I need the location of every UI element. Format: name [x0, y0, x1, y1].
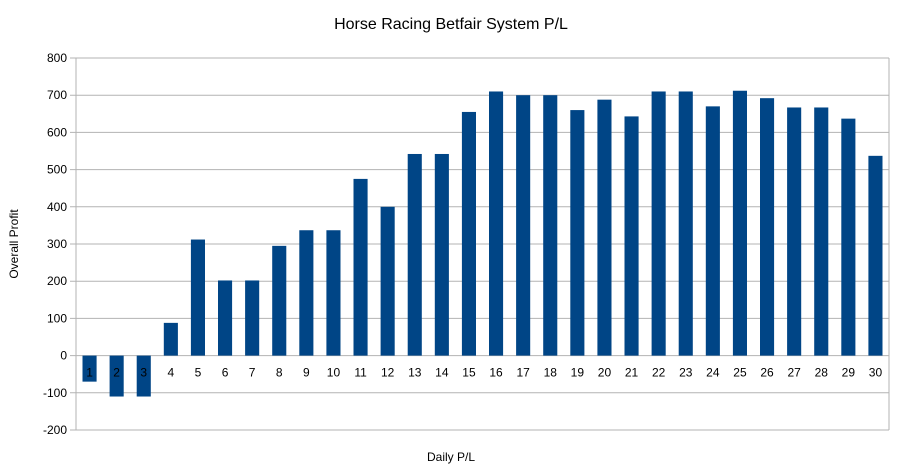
bar-24	[705, 106, 720, 356]
x-tick-label: 18	[544, 366, 558, 380]
bar-17	[516, 95, 531, 356]
bar-14	[434, 153, 449, 356]
bar-8	[272, 245, 287, 356]
bar-3	[136, 355, 151, 397]
bars	[82, 90, 883, 397]
x-tick-label: 7	[249, 366, 256, 380]
y-tick-label: 0	[60, 349, 67, 363]
y-tick-label: -200	[43, 423, 67, 437]
y-tick-label: 800	[47, 51, 67, 65]
chart-title: Horse Racing Betfair System P/L	[334, 16, 568, 33]
x-tick-label: 17	[516, 366, 530, 380]
x-tick-label: 4	[168, 366, 175, 380]
x-tick-label: 24	[706, 366, 720, 380]
x-tick-label: 1	[86, 366, 93, 380]
bar-15	[461, 111, 476, 356]
y-tick-label: 600	[47, 125, 67, 139]
y-tick-label: -100	[43, 386, 67, 400]
x-tick-label: 14	[435, 366, 449, 380]
bar-26	[760, 98, 775, 356]
bar-22	[651, 91, 666, 356]
y-tick-label: 100	[47, 311, 67, 325]
bar-29	[841, 118, 856, 356]
x-tick-label: 29	[842, 366, 856, 380]
bar-20	[597, 99, 612, 356]
x-tick-label: 15	[462, 366, 476, 380]
x-tick-label: 21	[625, 366, 639, 380]
bar-21	[624, 116, 639, 356]
y-tick-label: 400	[47, 200, 67, 214]
bar-7	[245, 280, 260, 356]
x-tick-label: 10	[327, 366, 341, 380]
bar-16	[489, 91, 504, 356]
bar-11	[353, 178, 368, 356]
x-tick-label: 3	[140, 366, 147, 380]
x-axis-label: Daily P/L	[426, 450, 476, 464]
x-tick-label: 27	[787, 366, 801, 380]
y-tick-label: 200	[47, 274, 67, 288]
x-tick-label: 9	[303, 366, 310, 380]
y-tick-label: 500	[47, 163, 67, 177]
x-tick-label: 12	[381, 366, 395, 380]
bar-23	[678, 91, 693, 356]
bar-30	[868, 155, 883, 356]
x-tick-label: 30	[869, 366, 883, 380]
bar-2	[109, 355, 124, 397]
bar-5	[190, 239, 205, 356]
bar-4	[163, 322, 178, 356]
x-tick-label: 16	[489, 366, 503, 380]
x-tick-label: 6	[222, 366, 229, 380]
bar-13	[407, 153, 422, 356]
bar-9	[299, 230, 314, 356]
x-tick-label: 23	[679, 366, 693, 380]
x-tick-label: 20	[598, 366, 612, 380]
bar-12	[380, 206, 395, 356]
x-tick-label: 28	[815, 366, 829, 380]
x-tick-label: 8	[276, 366, 283, 380]
bar-10	[326, 230, 341, 356]
bar-28	[814, 107, 829, 356]
bar-19	[570, 110, 585, 356]
x-tick-label: 5	[195, 366, 202, 380]
bar-27	[787, 107, 802, 356]
x-tick-label: 22	[652, 366, 666, 380]
x-tick-label: 19	[571, 366, 585, 380]
y-tick-labels: 800 700 600 500 400 300 200 100 0 -100 -200	[43, 51, 67, 437]
bar-1	[82, 355, 97, 382]
x-tick-label: 2	[113, 366, 120, 380]
x-tick-label: 25	[733, 366, 747, 380]
bar-6	[218, 280, 233, 356]
x-tick-label: 13	[408, 366, 422, 380]
gridlines	[70, 57, 890, 431]
y-tick-label: 700	[47, 88, 67, 102]
x-tick-label: 11	[354, 366, 367, 380]
bar-25	[732, 90, 747, 356]
y-tick-label: 300	[47, 237, 67, 251]
x-tick-labels: 1 2 3 4 5 6 7 8 9 10 11 12 13 14 15 16 17 18 19 20 21 22 23 24 2…	[86, 366, 882, 380]
x-tick-label: 26	[760, 366, 774, 380]
bar-18	[543, 95, 558, 356]
